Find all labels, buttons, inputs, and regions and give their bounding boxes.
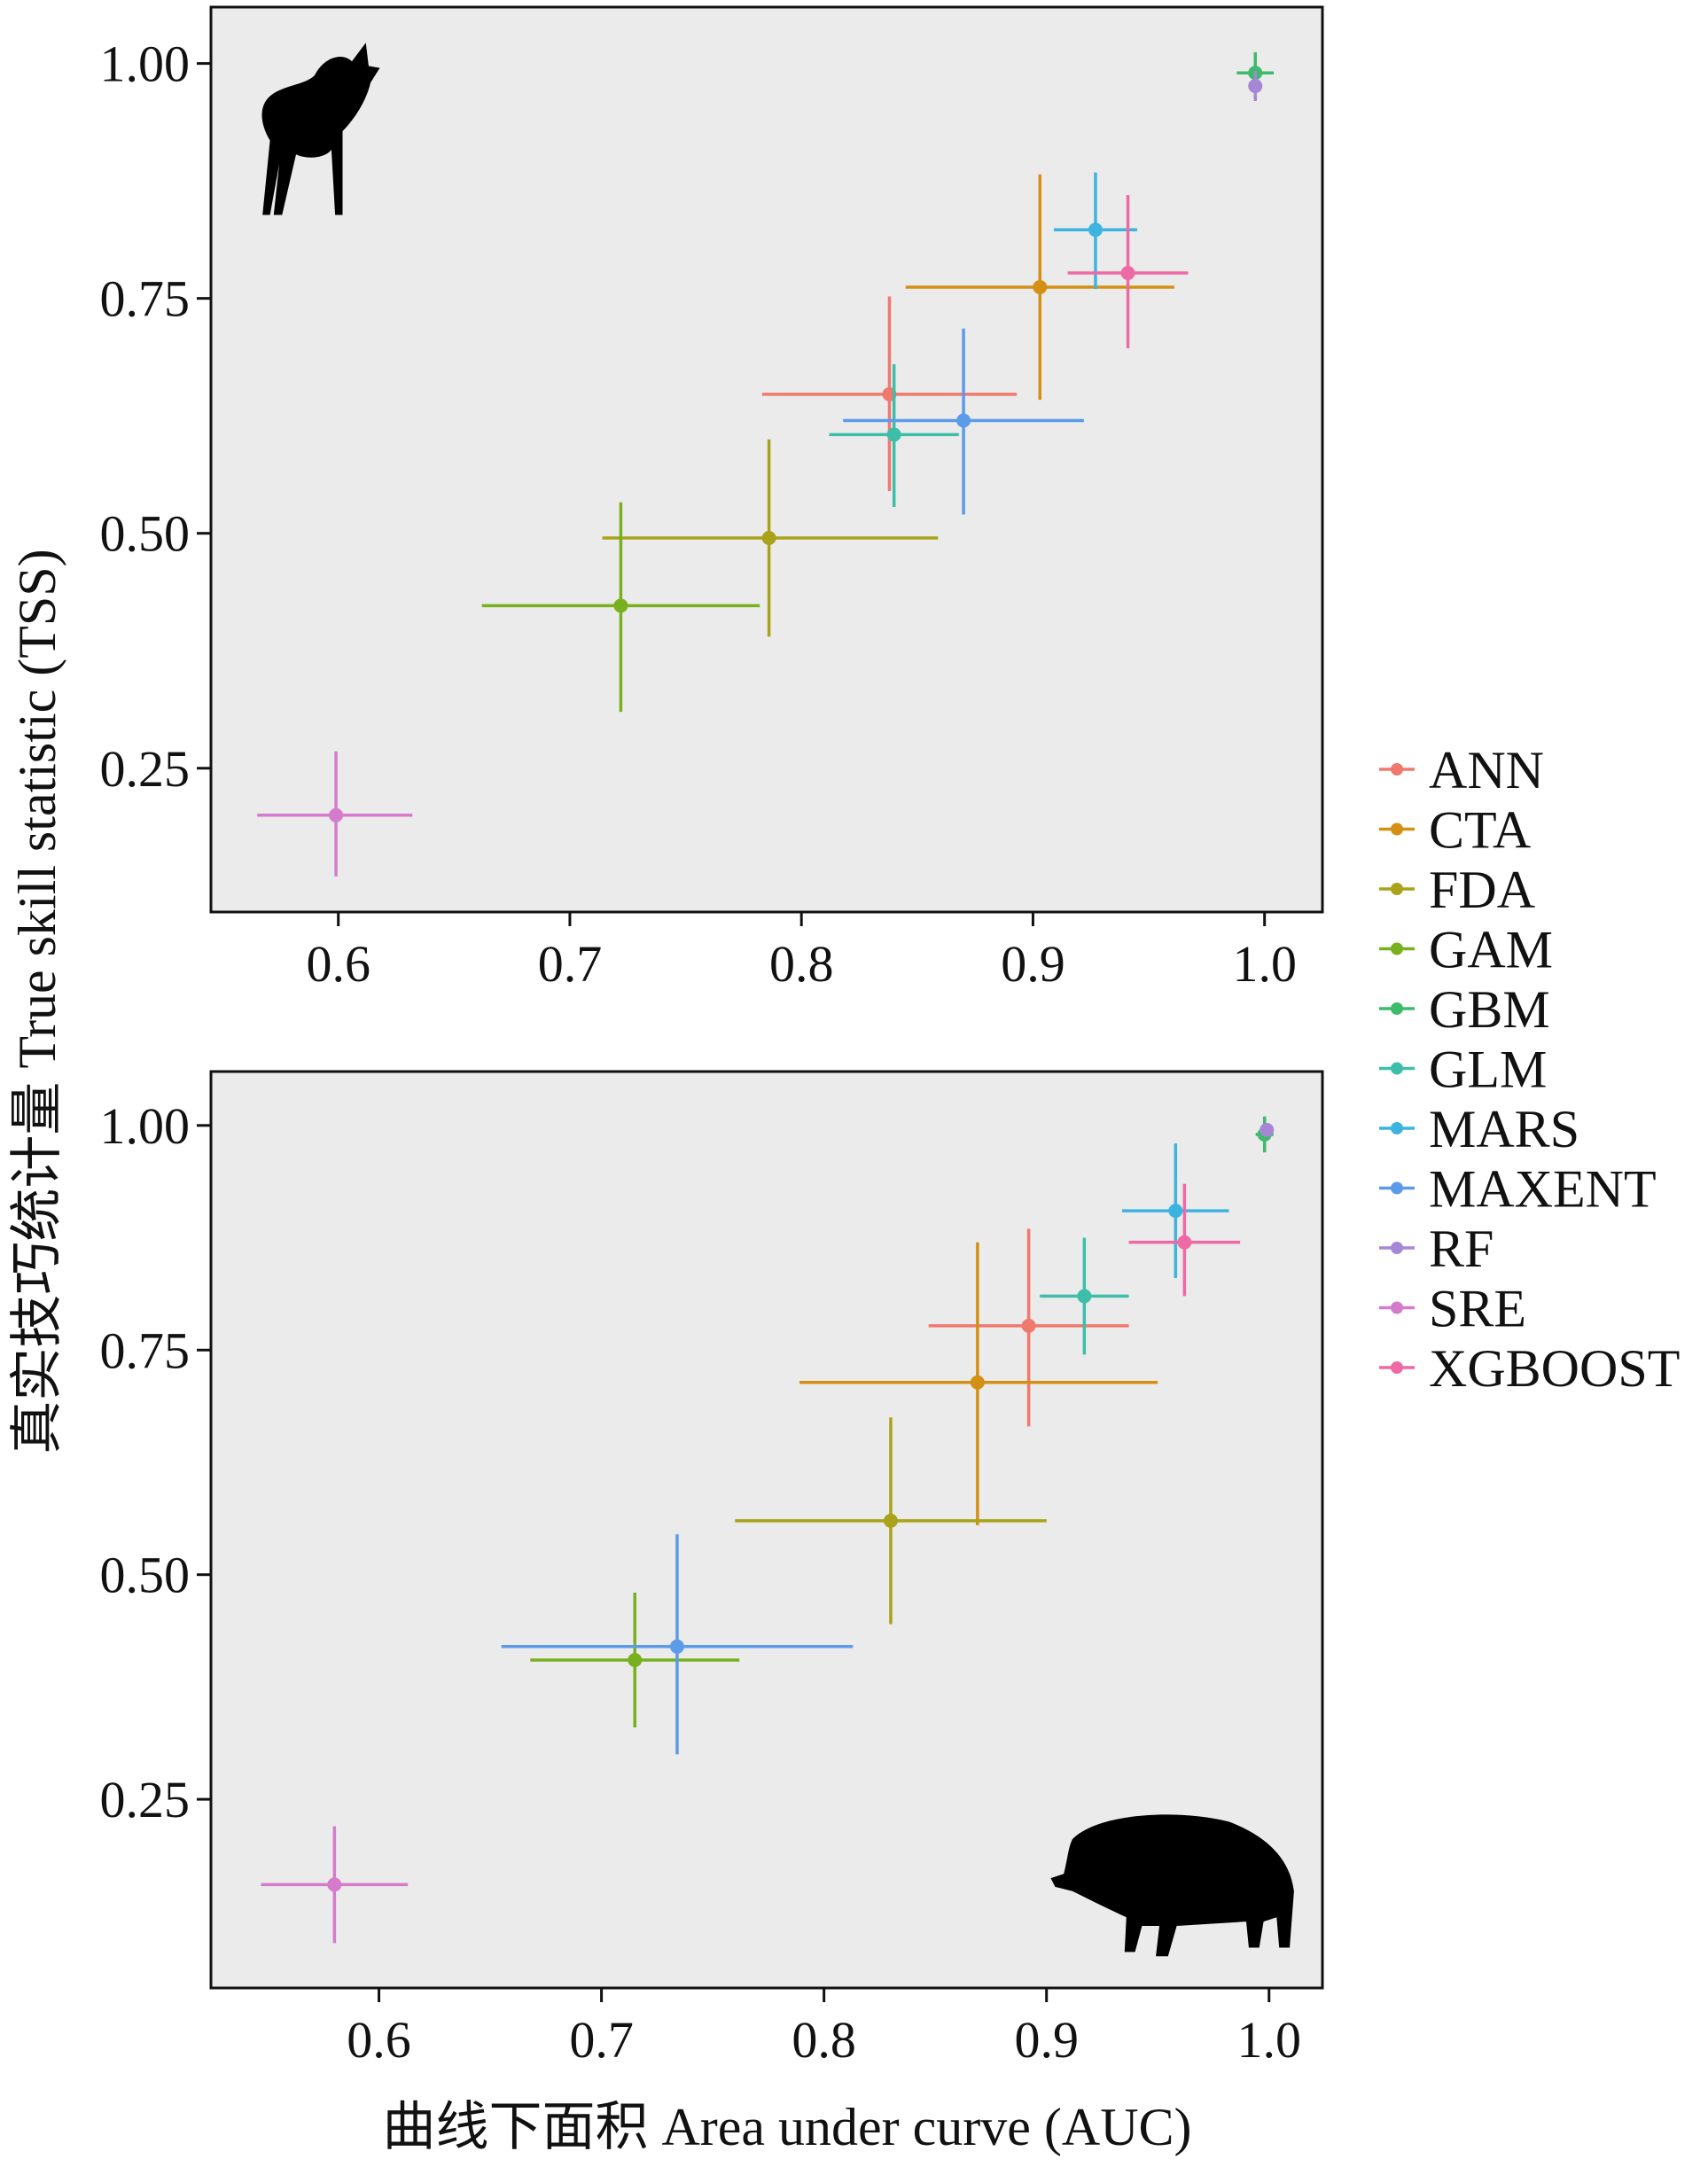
legend-label: FDA [1429,861,1535,919]
legend-item-gam: GAM [1379,921,1553,979]
legend-item-rf: RF [1379,1220,1494,1278]
legend-key-dot [1391,883,1403,895]
y-tick-label: 0.75 [100,1321,191,1379]
legend-key-dot [1391,1242,1403,1254]
y-tick-label: 1.00 [100,1097,191,1155]
data-point [1177,1235,1192,1250]
data-point [329,807,344,822]
y-tick-label: 0.25 [100,740,191,798]
point-glm [829,363,959,508]
x-tick-label: 1.0 [1236,2011,1301,2069]
point-rf [1260,1122,1275,1137]
point-cta [799,1242,1158,1525]
data-point [1021,1318,1036,1333]
legend-label: CTA [1429,801,1531,860]
point-xgboost [1067,195,1189,348]
data-point [1033,279,1048,294]
data-point [1077,1289,1092,1304]
point-glm [1040,1237,1129,1355]
x-tick-label: 0.8 [769,935,834,993]
x-tick-label: 0.6 [347,2011,411,2069]
point-mars [1053,172,1137,290]
legend-label: SRE [1429,1280,1526,1338]
legend-item-fda: FDA [1379,861,1535,919]
data-point [1248,79,1263,94]
legend-key-dot [1391,1002,1403,1015]
panel-1: 0.6 0.7 0.8 0.9 1.0 0.25 0.50 0.75 1.00 [100,5,1324,993]
y-tick-label: 0.25 [100,1771,191,1828]
legend-key-dot [1391,1181,1403,1195]
legend-item-sre: SRE [1379,1280,1526,1338]
legend-label: GAM [1429,921,1553,979]
data-point [1120,266,1135,281]
legend-label: GLM [1429,1041,1547,1099]
wild-boar-silhouette-icon [1050,1814,1294,1957]
data-point [1088,222,1103,238]
legend-key-dot [1391,822,1403,836]
legend-label: MARS [1429,1100,1579,1158]
data-point [327,1877,342,1892]
point-xgboost [1128,1183,1241,1297]
legend-item-xgboost: XGBOOST [1379,1339,1680,1398]
data-point [613,598,628,613]
point-maxent [843,328,1084,515]
point-gam [530,1592,740,1728]
point-ann [928,1228,1129,1427]
point-fda [735,1417,1047,1625]
x-tick-label: 0.6 [306,935,370,993]
legend-key-dot [1391,1062,1403,1075]
data-point [628,1652,643,1667]
legend-item-maxent: MAXENT [1379,1160,1657,1219]
data-point [883,1513,898,1528]
x-tick-label: 1.0 [1232,935,1297,993]
legend-item-gbm: GBM [1379,980,1550,1039]
point-rf [1248,71,1263,102]
x-axis-label: 曲线下面积 Area under curve (AUC) [382,2098,1191,2156]
point-mars [1122,1143,1229,1279]
legend-key-dot [1391,1301,1403,1314]
data-point [1260,1122,1275,1137]
legend-key-dot [1391,763,1403,776]
legend-label: XGBOOST [1429,1339,1680,1398]
point-gam [481,502,760,713]
y-tick-label: 1.00 [100,35,191,93]
deer-silhouette-icon [261,43,380,215]
legend-label: GBM [1429,980,1550,1039]
x-tick-label: 0.8 [792,2011,856,2069]
point-sre [261,1826,409,1944]
y-axis-label: 真实技巧统计量 True skill statistic (TSS) [8,549,66,1454]
legend-item-mars: MARS [1379,1100,1579,1158]
y-tick-label: 0.75 [100,270,191,328]
data-point [761,531,776,546]
data-point [669,1639,684,1654]
legend-label: MAXENT [1429,1160,1657,1219]
panel-2: 0.6 0.7 0.8 0.9 1.0 0.25 0.50 0.75 1.00 [100,1070,1324,2069]
plot-background [209,5,1324,914]
legend-item-ann: ANN [1379,741,1544,799]
data-point [956,413,971,428]
point-fda [602,439,939,637]
x-tick-label: 0.9 [1001,935,1065,993]
legend-key-dot [1391,942,1403,955]
legend-label: RF [1429,1220,1494,1278]
legend-item-glm: GLM [1379,1041,1547,1099]
point-sre [257,751,413,877]
data-point [1168,1204,1183,1219]
point-maxent [501,1534,854,1755]
x-tick-label: 0.7 [538,935,603,993]
legend-label: ANN [1429,741,1544,799]
y-tick-label: 0.50 [100,1547,191,1604]
legend-key-dot [1391,1122,1403,1134]
data-point [886,427,901,442]
legend-item-cta: CTA [1379,801,1531,860]
data-point [970,1375,985,1390]
x-tick-label: 0.7 [569,2011,634,2069]
legend-key-dot [1391,1361,1403,1374]
x-tick-label: 0.9 [1014,2011,1079,2069]
y-tick-label: 0.50 [100,505,191,563]
